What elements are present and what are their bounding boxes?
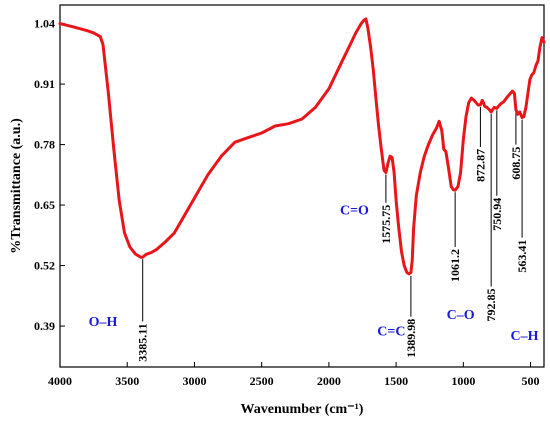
y-tick-label: 0.65 [34,198,55,212]
functional-group-label: C–H [511,329,539,344]
peak-label: 1389.98 [404,319,418,358]
x-tick-label: 2500 [250,374,274,388]
y-tick-label: 0.91 [34,77,55,91]
x-tick-label: 500 [522,374,540,388]
y-tick-label: 0.78 [34,138,55,152]
x-tick-label: 4000 [48,374,72,388]
x-axis-title: Wavenumber (cm⁻¹) [241,402,364,417]
peak-label: 1575.75 [379,205,393,244]
y-tick-label: 0.52 [34,259,55,273]
x-tick-label: 1000 [451,374,475,388]
peak-label: 3385.11 [136,323,150,361]
chart-labels: 4000 3500 3000 2500 2000 1500 1000 500 0.39 0.52 0… [34,17,540,388]
peak-label: 872.87 [473,149,487,182]
x-tick-label: 1500 [384,374,408,388]
y-axis-title: %Transmittance (a.u.) [9,118,24,254]
y-tick-label: 1.04 [34,17,55,31]
annotation-leaders [142,107,523,322]
x-tick-label: 2000 [317,374,341,388]
peak-label: 1061.2 [448,249,462,282]
x-tick-label: 3000 [182,374,206,388]
peak-label: 792.85 [484,289,498,322]
plot-frame [59,4,545,368]
peak-label: 750.94 [490,198,504,231]
functional-group-label: O–H [89,315,118,330]
peak-label: 608.75 [509,147,523,180]
axis-ticks [59,23,532,367]
peak-label: 563.41 [515,240,529,273]
spectrum-line [58,17,546,276]
functional-group-label: C–O [447,308,475,323]
x-tick-label: 3500 [115,374,139,388]
y-tick-label: 0.39 [34,319,55,333]
functional-group-label: C=O [340,203,369,218]
functional-group-label: C=C [377,324,405,339]
